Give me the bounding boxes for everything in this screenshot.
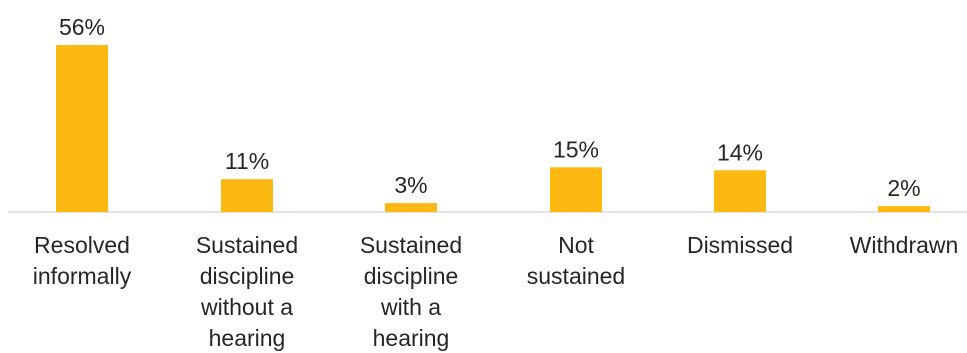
bar-5 bbox=[878, 206, 930, 212]
category-label-1-line-2: without a bbox=[200, 294, 293, 320]
bar-4 bbox=[714, 170, 766, 212]
bar-3 bbox=[550, 167, 602, 212]
data-label-0: 56% bbox=[59, 14, 105, 40]
data-label-2: 3% bbox=[394, 172, 427, 198]
category-label-0-line-1: informally bbox=[33, 263, 132, 289]
bar-0 bbox=[56, 45, 108, 212]
category-labels-group: Resolved informally Sustained discipline wit… bbox=[33, 232, 959, 351]
category-label-4: Dismissed bbox=[687, 232, 793, 258]
data-label-1: 11% bbox=[225, 148, 269, 174]
category-label-4-line-0: Dismissed bbox=[687, 232, 793, 258]
bar-1 bbox=[221, 179, 273, 212]
bar-2 bbox=[385, 203, 437, 212]
data-labels-group: 56% 11% 3% 15% 14% 2% bbox=[59, 14, 921, 201]
category-label-2-line-0: Sustained bbox=[360, 232, 462, 258]
category-label-2-line-3: hearing bbox=[373, 325, 450, 351]
data-label-4: 14% bbox=[717, 139, 763, 165]
data-label-3: 15% bbox=[553, 136, 599, 162]
category-label-3: Not sustained bbox=[527, 232, 625, 289]
category-label-2: Sustained discipline with a hearing bbox=[360, 232, 462, 351]
category-label-1: Sustained discipline without a hearing bbox=[196, 232, 298, 351]
category-label-3-line-0: Not bbox=[558, 232, 594, 258]
category-label-1-line-3: hearing bbox=[209, 325, 286, 351]
bars-group bbox=[56, 45, 930, 212]
category-label-0-line-0: Resolved bbox=[34, 232, 130, 258]
category-label-0: Resolved informally bbox=[33, 232, 132, 289]
category-label-1-line-1: discipline bbox=[200, 263, 295, 289]
category-label-5: Withdrawn bbox=[850, 232, 959, 258]
category-label-1-line-0: Sustained bbox=[196, 232, 298, 258]
category-label-2-line-1: discipline bbox=[364, 263, 459, 289]
category-label-3-line-1: sustained bbox=[527, 263, 625, 289]
data-label-5: 2% bbox=[887, 175, 920, 201]
category-label-2-line-2: with a bbox=[380, 294, 441, 320]
category-label-5-line-0: Withdrawn bbox=[850, 232, 959, 258]
